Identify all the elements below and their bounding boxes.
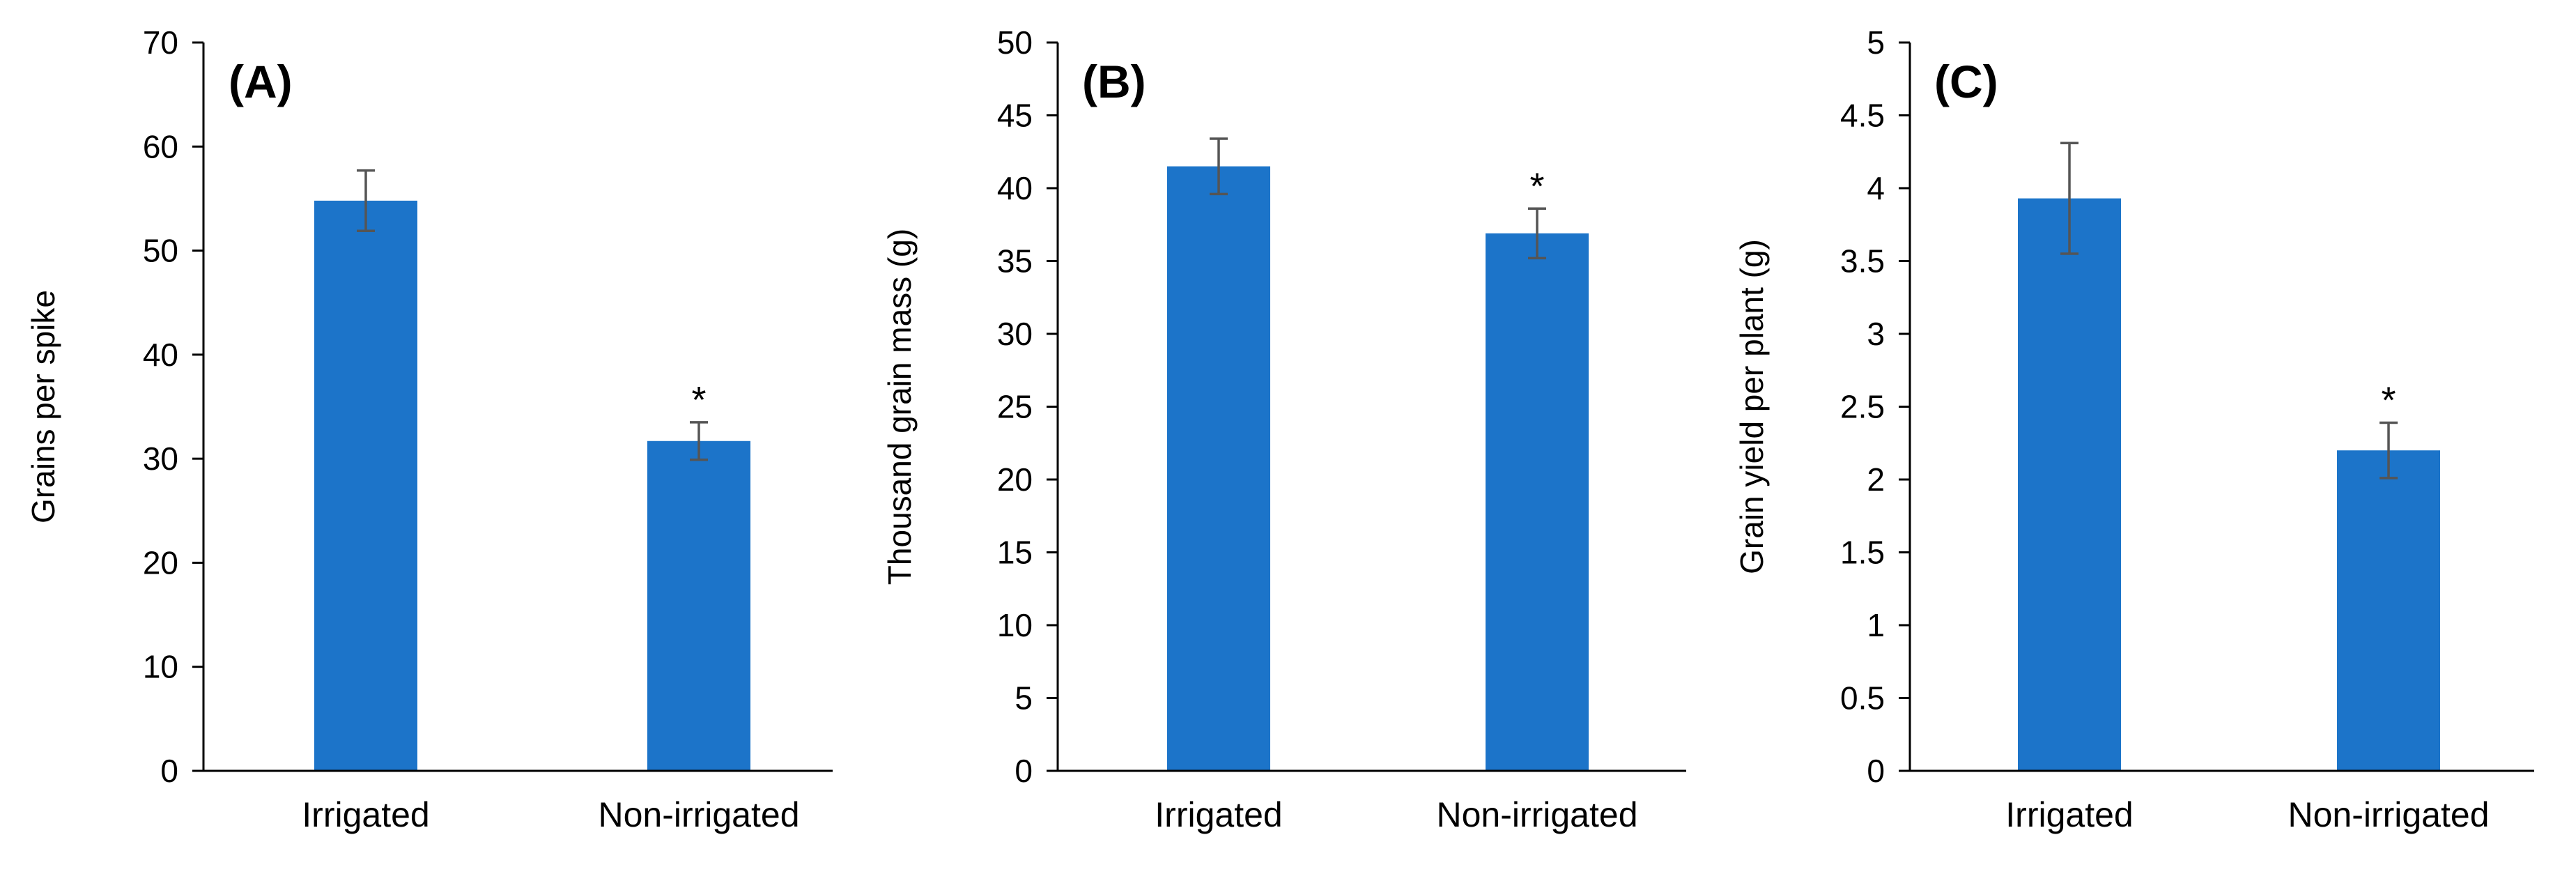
y-tick-label: 20 (997, 461, 1033, 498)
y-axis-title: Grain yield per plant (g) (1734, 239, 1770, 574)
y-tick-label: 5 (1015, 680, 1033, 716)
panel-label: (C) (1934, 56, 1998, 107)
y-tick-label: 30 (143, 440, 178, 477)
x-category-label: Irrigated (302, 795, 429, 834)
significance-asterisk: * (2381, 379, 2396, 421)
y-axis-title: Thousand grain mass (g) (881, 229, 918, 585)
y-tick-label: 20 (143, 544, 178, 581)
axis-lines (1908, 43, 2534, 772)
x-category-label: Non-irrigated (1436, 795, 1637, 834)
y-tick-label: 3 (1867, 316, 1885, 352)
y-tick-label: 4 (1867, 170, 1885, 206)
error-bar (2060, 141, 2078, 255)
x-category-label: Non-irrigated (598, 795, 799, 834)
y-tick-label: 60 (143, 128, 178, 164)
bar-irrigated (2018, 198, 2121, 771)
panel-label: (B) (1082, 56, 1146, 107)
x-category-label: Irrigated (2005, 795, 2133, 834)
y-axis-title: Grains per spike (25, 290, 61, 523)
panel-label: (A) (229, 56, 293, 107)
y-tick-label: 30 (997, 316, 1033, 352)
y-tick-label: 35 (997, 243, 1033, 279)
y-tick-label: 25 (997, 389, 1033, 425)
error-bar (2380, 421, 2398, 480)
y-tick-label: 10 (997, 607, 1033, 643)
bar-non-irrigated (2337, 450, 2440, 771)
bar-non-irrigated (647, 440, 750, 771)
y-tick-label: 10 (143, 649, 178, 685)
x-category-label: Irrigated (1155, 795, 1282, 834)
y-tick-label: 2 (1867, 461, 1885, 498)
chart-panel-1: * 0 10 20 30 40 50 60 70 Irrigated Non-irrigated Gr… (25, 24, 833, 834)
bar-irrigated (314, 200, 417, 771)
y-tick-label: 4.5 (1840, 98, 1885, 134)
y-tick-label: 15 (997, 535, 1033, 571)
y-tick-label: 0.5 (1840, 680, 1885, 716)
y-tick-label: 0 (1867, 753, 1885, 789)
y-tick-label: 0 (160, 753, 178, 789)
y-tick-label: 0 (1015, 753, 1033, 789)
error-bar (690, 421, 708, 461)
axis-lines (202, 43, 833, 772)
chart-panel-3: * 0 0.5 1 1.5 2 2.5 3 3.5 4 4.5 5 Irrigated Non-irrig… (1734, 24, 2534, 834)
significance-asterisk: * (691, 379, 706, 421)
bar-non-irrigated (1486, 233, 1589, 771)
y-tick-label: 3.5 (1840, 243, 1885, 279)
y-tick-label: 40 (997, 170, 1033, 206)
error-bar (357, 169, 375, 232)
chart-panel-2: * 0 5 10 15 20 25 30 35 40 45 50 Irrigated Non-irriga… (881, 24, 1686, 834)
y-tick-label: 45 (997, 98, 1033, 134)
x-category-label: Non-irrigated (2288, 795, 2489, 834)
y-tick-label: 1 (1867, 607, 1885, 643)
bar-irrigated (1167, 166, 1270, 771)
error-bar (1210, 137, 1228, 196)
error-bar (1528, 207, 1546, 260)
axis-lines (1056, 43, 1686, 772)
significance-asterisk: * (1529, 165, 1544, 207)
y-tick-label: 2.5 (1840, 389, 1885, 425)
y-tick-label: 5 (1867, 24, 1885, 61)
y-tick-label: 1.5 (1840, 535, 1885, 571)
y-tick-label: 50 (143, 233, 178, 269)
y-tick-label: 50 (997, 24, 1033, 61)
y-tick-label: 40 (143, 337, 178, 373)
y-tick-label: 70 (143, 24, 178, 61)
